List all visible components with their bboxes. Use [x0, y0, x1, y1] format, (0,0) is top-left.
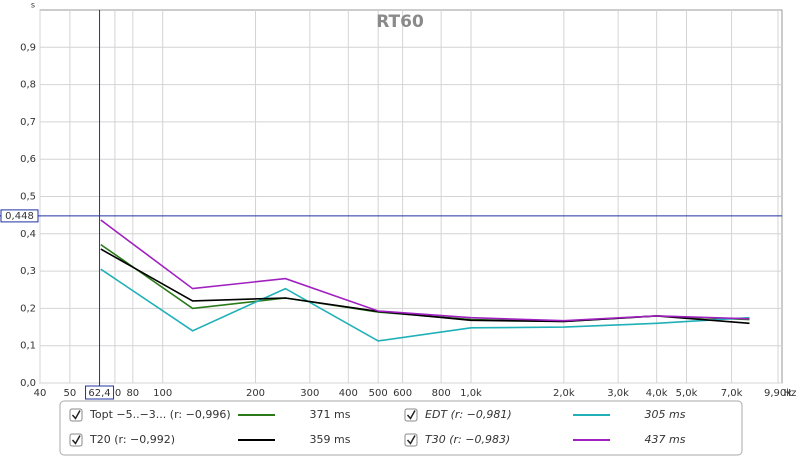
x-tick-label: 7,0k — [721, 388, 743, 399]
y-tick-label: 0,1 — [20, 341, 36, 352]
x-tick-label: 200 — [246, 388, 265, 399]
y-tick-label: 0,8 — [20, 80, 36, 91]
x-tick-label: 400 — [339, 388, 358, 399]
x-axis-label: Hz — [784, 388, 797, 399]
x-tick-label: 800 — [432, 388, 451, 399]
x-tick-label: 9,90k — [764, 388, 792, 399]
x-tick-label: 80 — [126, 388, 139, 399]
x-tick-label: 300 — [300, 388, 319, 399]
y-tick-label: 0,3 — [20, 266, 36, 277]
y-tick-label: 0,5 — [20, 192, 36, 203]
x-tick-label: 600 — [393, 388, 412, 399]
legend-checkmark — [406, 435, 416, 445]
legend-readout: 371 ms — [310, 408, 351, 421]
x-tick-label: 70 — [109, 388, 122, 399]
legend-name: T20 (r: −0,992) — [89, 433, 175, 446]
x-tick-label: 2,0k — [553, 388, 575, 399]
legend-name: T30 (r: −0,983) — [425, 433, 510, 446]
y-tick-label: 0,7 — [20, 117, 36, 128]
x-tick-label: 40 — [34, 388, 47, 399]
y-tick-label: 0,0 — [20, 378, 36, 389]
x-tick-label: 3,0k — [607, 388, 629, 399]
legend-name: EDT (r: −0,981) — [425, 408, 512, 421]
x-tick-label: 500 — [369, 388, 388, 399]
y-tick-label: 0,2 — [20, 303, 36, 314]
legend-checkmark — [71, 410, 81, 420]
y-tick-label: 0,6 — [20, 154, 36, 165]
legend-checkmark — [406, 410, 416, 420]
x-tick-label: 100 — [153, 388, 172, 399]
legend-box — [59, 400, 743, 456]
cursor-x-box — [85, 385, 115, 400]
y-axis-label: s — [31, 1, 35, 10]
x-tick-label: 4,0k — [646, 388, 668, 399]
x-tick-label: 5,0k — [676, 388, 698, 399]
legend-readout: 437 ms — [645, 433, 686, 446]
y-tick-label: 0,9 — [20, 42, 36, 53]
series-line — [100, 219, 750, 322]
cursor-y-box — [0, 209, 39, 223]
series-line — [100, 268, 750, 342]
chart-title: RT60 — [376, 12, 424, 32]
legend-readout: 359 ms — [310, 433, 351, 446]
legend-checkmark — [71, 435, 81, 445]
legend-name: Topt −5..−3... (r: −0,996) — [89, 408, 231, 421]
x-tick-label: 50 — [64, 388, 77, 399]
y-tick-label: 0,4 — [20, 229, 36, 240]
x-tick-label: 1,0k — [460, 388, 482, 399]
cursor-x-label: 62,4 — [88, 388, 110, 399]
cursor-y-label: 0,448 — [5, 211, 34, 222]
legend-readout: 305 ms — [645, 408, 686, 421]
